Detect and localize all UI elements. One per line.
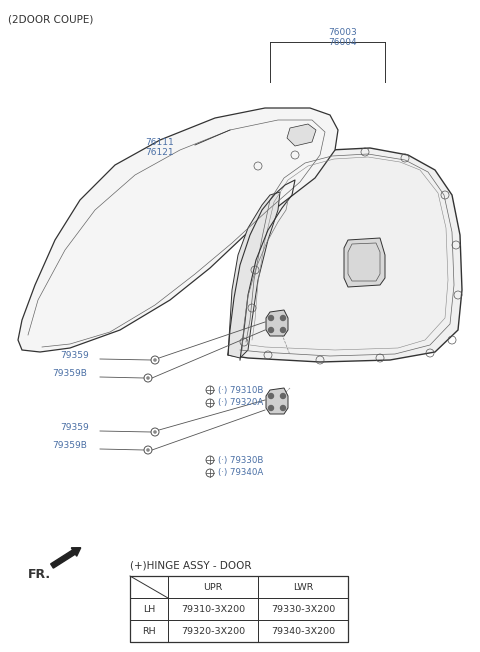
Polygon shape bbox=[18, 108, 338, 352]
Polygon shape bbox=[228, 148, 462, 362]
Text: LH: LH bbox=[143, 604, 155, 614]
Text: UPR: UPR bbox=[204, 582, 223, 591]
Text: (+)HINGE ASSY - DOOR: (+)HINGE ASSY - DOOR bbox=[130, 560, 252, 570]
Bar bbox=[130, 576, 168, 598]
Text: 79310-3X200: 79310-3X200 bbox=[181, 604, 245, 614]
Polygon shape bbox=[287, 124, 316, 146]
Text: 79359: 79359 bbox=[60, 424, 89, 432]
Text: 79340-3X200: 79340-3X200 bbox=[271, 627, 335, 636]
Bar bbox=[130, 576, 348, 642]
Text: LWR: LWR bbox=[293, 582, 313, 591]
Bar bbox=[168, 576, 258, 598]
Bar bbox=[258, 620, 348, 642]
Circle shape bbox=[153, 358, 157, 362]
Text: 79320-3X200: 79320-3X200 bbox=[181, 627, 245, 636]
Text: 79359B: 79359B bbox=[52, 441, 87, 451]
Text: 79330-3X200: 79330-3X200 bbox=[271, 604, 335, 614]
Text: (·) 79320A: (·) 79320A bbox=[218, 398, 263, 408]
Circle shape bbox=[268, 394, 274, 398]
Circle shape bbox=[280, 327, 286, 333]
Circle shape bbox=[146, 376, 150, 380]
Text: (·) 79310B: (·) 79310B bbox=[218, 385, 264, 394]
Bar bbox=[168, 620, 258, 642]
Polygon shape bbox=[228, 192, 280, 358]
Bar bbox=[258, 598, 348, 620]
Text: (·) 79330B: (·) 79330B bbox=[218, 456, 264, 464]
Text: FR.: FR. bbox=[28, 568, 51, 581]
Text: 79359: 79359 bbox=[60, 351, 89, 361]
Circle shape bbox=[268, 327, 274, 333]
Text: 76111
76121: 76111 76121 bbox=[145, 138, 174, 157]
Text: 79359B: 79359B bbox=[52, 370, 87, 379]
Circle shape bbox=[268, 316, 274, 321]
Text: (·) 79340A: (·) 79340A bbox=[218, 469, 263, 477]
Polygon shape bbox=[344, 238, 385, 287]
Bar bbox=[130, 598, 168, 620]
Polygon shape bbox=[266, 310, 288, 336]
Circle shape bbox=[146, 448, 150, 452]
Text: (2DOOR COUPE): (2DOOR COUPE) bbox=[8, 14, 94, 24]
Bar bbox=[258, 576, 348, 598]
Circle shape bbox=[280, 406, 286, 411]
Polygon shape bbox=[266, 388, 288, 414]
Circle shape bbox=[268, 406, 274, 411]
FancyArrow shape bbox=[51, 548, 81, 568]
Text: RH: RH bbox=[142, 627, 156, 636]
Circle shape bbox=[153, 430, 157, 434]
Circle shape bbox=[280, 394, 286, 398]
Circle shape bbox=[280, 316, 286, 321]
Text: 76003
76004: 76003 76004 bbox=[328, 28, 357, 48]
Bar bbox=[168, 598, 258, 620]
Bar bbox=[130, 620, 168, 642]
